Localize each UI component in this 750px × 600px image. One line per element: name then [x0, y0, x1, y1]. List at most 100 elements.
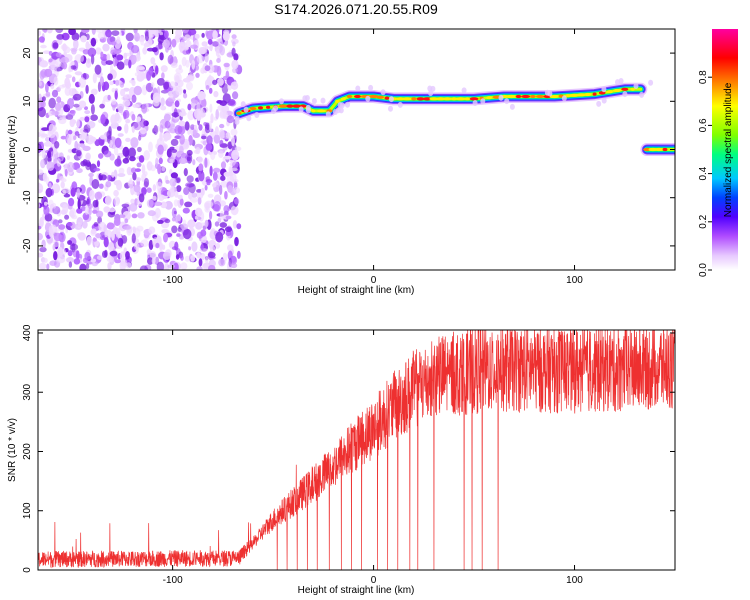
noise-speckle: [59, 176, 65, 181]
noise-speckle: [128, 184, 134, 189]
noise-speckle: [91, 29, 96, 35]
ridge-peak: [443, 97, 452, 101]
ridge-peak: [549, 94, 560, 99]
snr-frame: [37, 329, 676, 571]
noise-speckle: [196, 54, 204, 64]
noise-speckle: [85, 160, 92, 171]
noise-speckle: [48, 58, 53, 63]
noise-speckle: [186, 156, 191, 162]
noise-speckle: [101, 58, 108, 66]
noise-speckle: [162, 39, 170, 49]
noise-speckle: [131, 213, 138, 219]
noise-speckle: [139, 265, 148, 270]
noise-speckle: [184, 255, 191, 262]
noise-speckle: [109, 139, 113, 148]
noise-speckle: [84, 206, 89, 215]
noise-speckle: [53, 241, 60, 248]
noise-speckle: [66, 133, 72, 145]
noise-speckle: [230, 205, 239, 216]
noise-speckle: [156, 181, 163, 192]
noise-speckle: [231, 59, 239, 70]
noise-speckle: [200, 253, 206, 261]
noise-speckle: [40, 133, 48, 138]
noise-speckle: [116, 179, 122, 191]
noise-speckle: [77, 198, 81, 210]
noise-speckle: [180, 223, 189, 230]
noise-speckle: [173, 199, 179, 207]
noise-speckle: [167, 264, 176, 269]
noise-speckle: [191, 192, 198, 198]
noise-speckle: [174, 124, 183, 135]
noise-speckle: [38, 232, 43, 241]
ridge-peak: [236, 111, 242, 115]
noise-speckle: [58, 224, 66, 230]
noise-speckle: [163, 113, 171, 122]
snr-ytick-label: 100: [22, 502, 33, 519]
ridge-halo: [271, 108, 277, 115]
noise-speckle: [234, 236, 239, 247]
noise-speckle: [212, 79, 218, 86]
noise-speckle: [182, 207, 190, 214]
noise-speckle: [43, 29, 48, 34]
noise-speckle: [65, 81, 72, 89]
noise-speckle: [99, 174, 107, 181]
noise-speckle: [80, 54, 84, 63]
noise-speckle: [51, 110, 60, 116]
noise-speckle: [67, 250, 73, 257]
noise-speckle: [179, 145, 184, 155]
ridge-halo: [254, 112, 260, 118]
ridge-peak: [569, 93, 580, 97]
noise-speckle: [43, 141, 53, 147]
noise-speckle: [132, 103, 140, 108]
noise-speckle: [186, 175, 194, 183]
noise-speckle: [119, 81, 125, 88]
noise-speckle: [77, 222, 81, 229]
noise-speckle: [73, 39, 79, 50]
noise-speckle: [146, 248, 152, 255]
noise-speckle: [129, 203, 138, 212]
snr-ytick-label: 200: [22, 443, 33, 460]
noise-speckle: [45, 176, 50, 185]
ridge-peak: [621, 87, 629, 91]
spectrogram-xtick-label: 0: [371, 275, 377, 286]
ridge-halo: [388, 105, 393, 112]
noise-speckle: [168, 81, 177, 89]
noise-speckle: [220, 161, 227, 169]
noise-speckle: [179, 134, 185, 145]
ridge-peak: [655, 147, 663, 152]
ridge-halo: [243, 106, 249, 113]
noise-speckle: [95, 47, 102, 55]
noise-speckle: [71, 48, 77, 55]
noise-speckle: [232, 41, 236, 47]
spectrogram-xtick-label: 100: [566, 275, 583, 286]
noise-speckle: [193, 124, 198, 130]
noise-speckle: [165, 179, 170, 184]
noise-speckle: [111, 41, 117, 46]
noise-speckle: [114, 90, 118, 100]
noise-speckle: [102, 250, 108, 258]
noise-speckle: [62, 204, 69, 215]
noise-speckle: [146, 199, 154, 208]
noise-speckle: [114, 259, 121, 264]
noise-speckle: [134, 32, 140, 42]
noise-speckle: [217, 77, 224, 86]
noise-speckle: [154, 207, 161, 219]
noise-speckle: [196, 189, 202, 193]
noise-speckle: [225, 215, 232, 220]
ridge-halo: [305, 104, 311, 111]
noise-speckle: [98, 153, 104, 159]
noise-speckle: [138, 134, 142, 141]
colorbar: [712, 29, 738, 270]
noise-speckle: [75, 250, 80, 260]
noise-speckle: [223, 171, 231, 177]
noise-speckle: [150, 165, 156, 172]
ridge-peak: [530, 94, 536, 99]
noise-speckle: [122, 109, 130, 119]
noise-speckle: [100, 51, 104, 58]
noise-speckle: [131, 94, 137, 104]
noise-speckle: [118, 106, 124, 114]
noise-speckle: [227, 185, 233, 193]
noise-speckle: [209, 103, 213, 113]
noise-speckle: [105, 29, 112, 38]
spectrogram-ytick-label: 20: [22, 47, 33, 59]
